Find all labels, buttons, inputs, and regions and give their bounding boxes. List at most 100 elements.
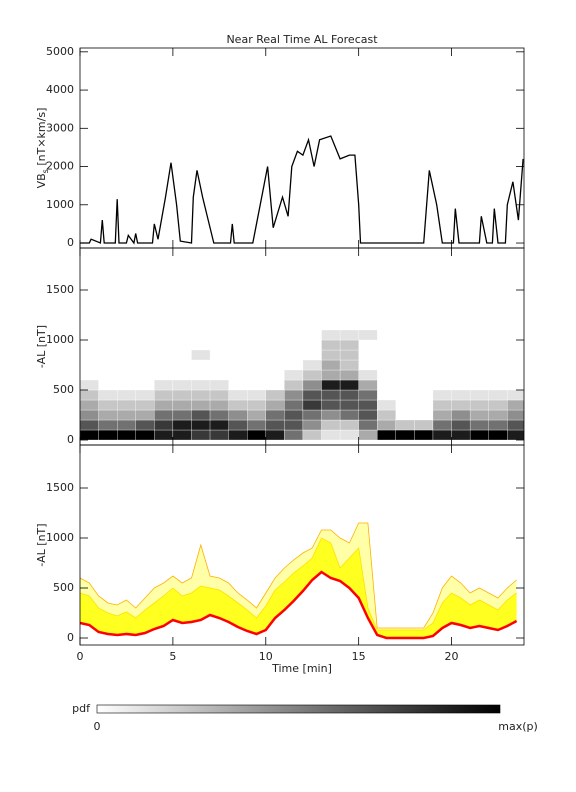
heat-cell bbox=[507, 389, 524, 401]
heat-cell bbox=[321, 389, 341, 401]
chart-title: Near Real Time AL Forecast bbox=[226, 33, 378, 46]
heat-cell bbox=[154, 379, 174, 391]
band-line bbox=[80, 537, 517, 631]
heat-cell bbox=[284, 389, 304, 401]
heat-cell bbox=[117, 419, 136, 431]
heat-cell bbox=[98, 399, 118, 411]
heat-cell bbox=[414, 419, 434, 431]
heat-cell bbox=[265, 419, 285, 431]
x-tick-label: 0 bbox=[77, 650, 84, 663]
heat-cell bbox=[80, 389, 99, 401]
heat-cell bbox=[228, 429, 248, 441]
heat-cell bbox=[284, 369, 304, 381]
heat-cell bbox=[432, 429, 452, 441]
heat-cell bbox=[488, 389, 508, 401]
heat-cell bbox=[507, 399, 524, 411]
heat-cell bbox=[172, 409, 192, 421]
heat-cell bbox=[339, 349, 359, 361]
heat-cell bbox=[135, 409, 155, 421]
heat-cell bbox=[302, 359, 322, 371]
y-tick-label: 1500 bbox=[46, 481, 74, 494]
heat-cell bbox=[414, 429, 434, 441]
y-axis-label: VBs [nT×km/s] bbox=[35, 108, 50, 189]
heat-cell bbox=[321, 329, 341, 341]
heat-cell bbox=[321, 369, 341, 381]
heat-cell bbox=[284, 379, 304, 391]
y-tick-label: 4000 bbox=[46, 83, 74, 96]
heat-cell bbox=[191, 409, 211, 421]
heat-cell bbox=[265, 409, 285, 421]
y-axis-label: -AL [nT] bbox=[35, 523, 48, 566]
heat-cell bbox=[172, 389, 192, 401]
heat-cell bbox=[358, 379, 378, 391]
heat-cell bbox=[191, 349, 211, 361]
x-tick-label: 5 bbox=[169, 650, 176, 663]
heat-cell bbox=[228, 389, 248, 401]
heat-cell bbox=[172, 379, 192, 391]
heat-cell bbox=[209, 399, 229, 411]
heat-cell bbox=[358, 429, 378, 441]
heat-cell bbox=[154, 399, 174, 411]
heat-cell bbox=[209, 419, 229, 431]
heat-cell bbox=[265, 389, 285, 401]
y-label-sub: s bbox=[41, 169, 50, 173]
axes-frame bbox=[79, 47, 525, 249]
axes-frame bbox=[79, 444, 525, 646]
heat-cell bbox=[154, 409, 174, 421]
heat-cell bbox=[80, 419, 99, 431]
heat-cell bbox=[302, 389, 322, 401]
y-tick-label: 2000 bbox=[46, 160, 74, 173]
heat-cell bbox=[507, 419, 524, 431]
heat-cell bbox=[172, 429, 192, 441]
heat-cell bbox=[80, 379, 99, 391]
heat-cell bbox=[488, 419, 508, 431]
heat-cell bbox=[154, 419, 174, 431]
heat-cell bbox=[191, 419, 211, 431]
heat-cell bbox=[507, 409, 524, 421]
heat-cell bbox=[154, 389, 174, 401]
heat-cell bbox=[377, 429, 396, 441]
heat-cell bbox=[395, 419, 415, 431]
plot-area bbox=[80, 522, 518, 640]
heat-cell bbox=[358, 369, 378, 381]
y-tick-label: 1500 bbox=[46, 283, 74, 296]
heat-cell bbox=[488, 399, 508, 411]
heat-cell bbox=[302, 369, 322, 381]
heat-cell bbox=[469, 429, 489, 441]
heat-cell bbox=[339, 429, 359, 441]
heat-cell bbox=[339, 359, 359, 371]
heat-cell bbox=[117, 429, 136, 441]
heat-cell bbox=[98, 419, 118, 431]
heat-cell bbox=[321, 399, 341, 411]
heat-cell bbox=[451, 419, 471, 431]
heat-cell bbox=[284, 419, 304, 431]
heat-cell bbox=[172, 419, 192, 431]
heat-cell bbox=[469, 389, 489, 401]
heat-cell bbox=[339, 389, 359, 401]
x-tick-label: 15 bbox=[352, 650, 366, 663]
heat-cell bbox=[209, 389, 229, 401]
heat-cell bbox=[339, 379, 359, 391]
heat-cell bbox=[339, 399, 359, 411]
heat-cell bbox=[247, 409, 266, 421]
heat-cell bbox=[339, 329, 359, 341]
heat-cell bbox=[247, 399, 266, 411]
y-tick-label: 0 bbox=[67, 433, 74, 446]
heat-cell bbox=[321, 359, 341, 371]
heat-cell bbox=[228, 399, 248, 411]
plot-area bbox=[80, 135, 524, 245]
heat-cell bbox=[469, 419, 489, 431]
heat-cell bbox=[117, 409, 136, 421]
data-line bbox=[80, 135, 524, 245]
band-area bbox=[80, 538, 517, 638]
heat-cell bbox=[191, 379, 211, 391]
y-label-main: VB bbox=[35, 173, 48, 188]
heat-cell bbox=[191, 389, 211, 401]
heat-cell bbox=[377, 399, 396, 411]
heat-cell bbox=[209, 409, 229, 421]
heat-cell bbox=[284, 409, 304, 421]
heat-cell bbox=[284, 429, 304, 441]
heat-cell bbox=[321, 349, 341, 361]
heat-cell bbox=[302, 409, 322, 421]
